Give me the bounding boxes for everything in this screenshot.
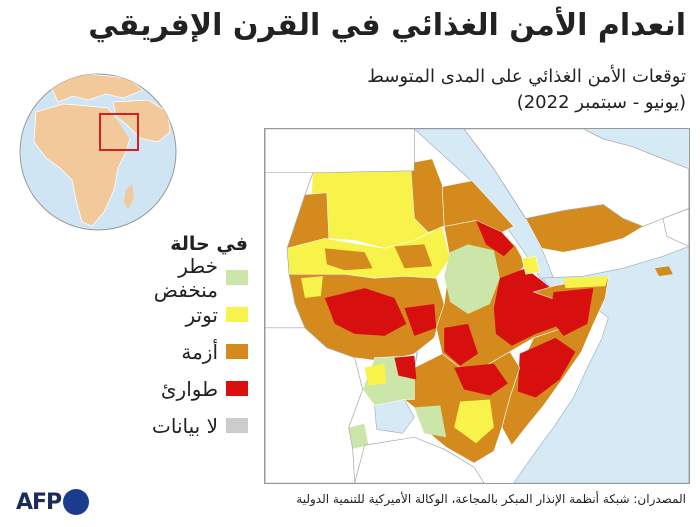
kenya-stressed bbox=[454, 399, 494, 444]
djibouti bbox=[521, 255, 541, 275]
globe-arabia bbox=[112, 99, 171, 143]
legend-label: أزمة bbox=[181, 339, 218, 364]
page-title: انعدام الأمن الغذائي في القرن الإفريقي bbox=[88, 8, 686, 43]
legend-label: لا بيانات bbox=[152, 413, 218, 438]
legend-swatch bbox=[226, 307, 248, 322]
legend-swatch bbox=[226, 381, 248, 396]
subtitle-line-1: توقعات الأمن الغذائي على المدى المتوسط bbox=[367, 66, 686, 87]
globe-europe bbox=[47, 74, 144, 103]
somaliland-stressed bbox=[563, 276, 609, 289]
legend-label: طوارئ bbox=[160, 376, 218, 401]
somalia-north-emergency bbox=[549, 288, 594, 336]
gulf-water bbox=[583, 129, 689, 169]
oman bbox=[662, 208, 689, 247]
legend-item-crisis: أزمة bbox=[128, 333, 248, 370]
map-subtitle: توقعات الأمن الغذائي على المدى المتوسط (… bbox=[367, 64, 686, 116]
legend-swatch bbox=[226, 344, 248, 359]
globe-africa bbox=[33, 103, 131, 227]
legend-item-stressed: توتر bbox=[128, 296, 248, 333]
legend-title: في حالة bbox=[170, 233, 248, 255]
afp-logo: AFP bbox=[16, 487, 90, 517]
uganda-karamoja-emergency bbox=[394, 355, 417, 380]
somalia-central-emergency bbox=[517, 337, 576, 398]
ethiopia-low-risk bbox=[444, 244, 500, 314]
globe-madagascar bbox=[124, 184, 134, 210]
egypt-libya bbox=[265, 129, 415, 174]
south-sudan-west-stressed bbox=[300, 276, 323, 299]
subtitle-line-2: (يونيو - سبتمبر 2022) bbox=[516, 92, 686, 113]
uganda-stressed bbox=[364, 363, 387, 386]
legend-swatch bbox=[226, 418, 248, 433]
tanzania bbox=[354, 436, 485, 483]
ethiopia-north-emergency bbox=[476, 220, 514, 257]
legend-item-emergency: طوارئ bbox=[128, 370, 248, 407]
kenya-north-emergency bbox=[454, 363, 508, 396]
ethiopia-south-emergency bbox=[444, 323, 478, 366]
globe-red-sea bbox=[113, 111, 131, 139]
legend: في حالة خطر منخفض توتر أزمة طوارئ لا بيا… bbox=[128, 233, 248, 444]
socotra bbox=[654, 266, 673, 277]
sudan-blue-nile bbox=[394, 244, 433, 269]
source-note: المصدران: شبكة أنظمة الإنذار المبكر بالم… bbox=[296, 492, 686, 506]
south-sudan-emergency bbox=[324, 288, 407, 336]
legend-label: خطر منخفض bbox=[153, 253, 218, 302]
afp-logo-dot bbox=[63, 489, 90, 515]
sudan-kordofan bbox=[324, 248, 373, 271]
drc bbox=[265, 327, 363, 483]
legend-label: توتر bbox=[185, 302, 219, 327]
locator-globe bbox=[19, 73, 177, 231]
horn-of-africa-map bbox=[264, 128, 690, 484]
kenya-low-risk bbox=[414, 405, 447, 438]
south-sudan-emergency-east bbox=[404, 304, 437, 336]
legend-item-low-risk: خطر منخفض bbox=[128, 254, 248, 302]
ethiopia-east-emergency bbox=[493, 268, 564, 346]
legend-swatch bbox=[226, 270, 248, 285]
legend-item-no-data: لا بيانات bbox=[128, 407, 248, 444]
afp-logo-text: AFP bbox=[16, 489, 62, 515]
globe-locator-box bbox=[99, 113, 139, 151]
